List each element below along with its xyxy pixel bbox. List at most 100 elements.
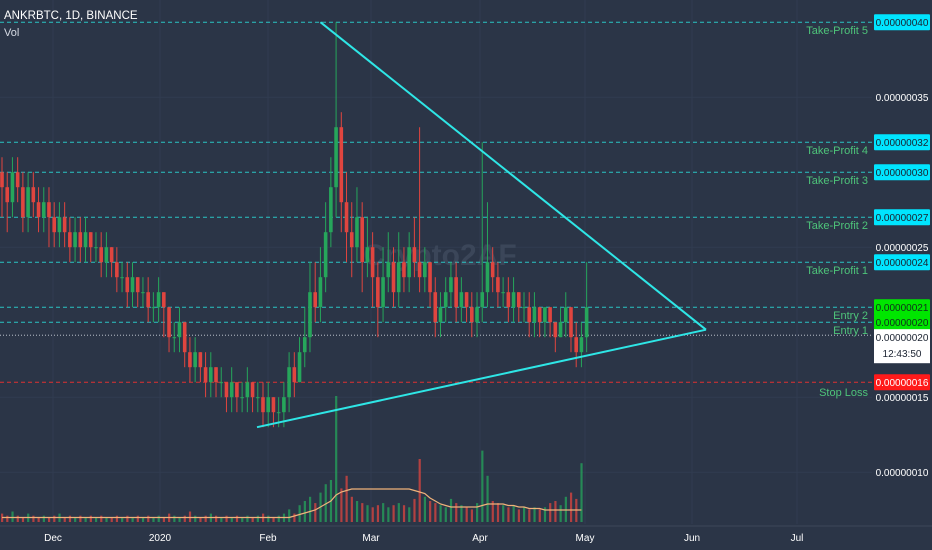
candle-body xyxy=(449,277,453,293)
volume-bar xyxy=(47,517,51,522)
candle-body xyxy=(47,202,51,218)
volume-bar xyxy=(486,475,489,522)
volume-bar xyxy=(272,517,275,522)
time-axis-bg xyxy=(0,526,932,550)
volume-bar xyxy=(371,507,374,522)
candle-body xyxy=(115,262,119,278)
price-tag-value: 0.00000020 xyxy=(876,318,929,329)
candle-body xyxy=(480,292,485,308)
candle-body xyxy=(412,247,417,263)
candle-body xyxy=(381,277,385,308)
volume-bar xyxy=(335,396,338,522)
volume-bar xyxy=(397,503,400,522)
volume-bar xyxy=(387,507,390,522)
candle-body xyxy=(386,262,391,278)
x-tick-label: May xyxy=(576,533,595,544)
candle-body xyxy=(245,382,250,398)
volume-bar xyxy=(345,475,348,522)
price-tag xyxy=(874,164,930,181)
volume-bar xyxy=(267,515,270,522)
candle-body xyxy=(297,352,302,383)
volume-bar xyxy=(569,492,573,522)
triangle-upper-line xyxy=(319,21,707,331)
volume-bar xyxy=(554,501,557,522)
volume-bar xyxy=(215,515,218,522)
time-axis[interactable]: Dec 2020 Feb Mar Apr May Jun Jul xyxy=(0,525,932,550)
volume-bar xyxy=(314,503,317,522)
candle-body xyxy=(553,322,558,338)
candle-body xyxy=(68,232,72,248)
candle-body xyxy=(558,322,563,338)
volume-bar xyxy=(559,505,562,522)
price-tag xyxy=(874,14,930,31)
volume-indicator-label[interactable]: Vol xyxy=(4,27,20,39)
candle-body xyxy=(355,217,359,248)
candle-body xyxy=(532,307,537,323)
volume-bar xyxy=(246,515,249,522)
triangle-pattern xyxy=(256,21,707,429)
price-tag-value: 0.00000024 xyxy=(876,258,929,269)
symbol-title[interactable]: ANKRBTC, 1D, BINANCE xyxy=(4,10,138,22)
volume-bar xyxy=(251,517,254,522)
price-tag-value: 0.00000030 xyxy=(876,168,929,179)
volume-bar xyxy=(507,507,510,522)
volume-bar xyxy=(188,511,192,522)
candle-body xyxy=(370,247,375,278)
candle-body xyxy=(203,367,208,383)
candle-body xyxy=(188,352,192,368)
price-tag xyxy=(874,134,930,151)
volume-bar xyxy=(449,498,453,522)
candle-body xyxy=(255,397,260,399)
volume-bar xyxy=(580,463,583,522)
candle-body xyxy=(41,202,46,218)
candle-body xyxy=(485,262,490,293)
volume-bar xyxy=(32,515,35,522)
volume-bar xyxy=(53,515,56,522)
volume-bar xyxy=(496,503,500,522)
volume-bar xyxy=(21,517,25,522)
candle-body xyxy=(537,307,542,323)
candle-body xyxy=(276,412,281,414)
candle-body xyxy=(271,397,276,413)
volume-bar xyxy=(115,515,119,522)
volume-bar xyxy=(413,498,416,522)
candle-body xyxy=(543,307,547,323)
candle-body xyxy=(349,232,354,248)
price-tag-value: 0.00000021 xyxy=(876,303,929,314)
candle-body xyxy=(5,187,10,203)
price-level-label: Take-Profit 2 xyxy=(806,220,868,232)
volume-bar xyxy=(183,515,186,522)
price-tag xyxy=(874,299,930,316)
volume-bar xyxy=(131,517,134,522)
volume-bar xyxy=(324,484,327,522)
volume-bar xyxy=(241,517,244,522)
volume-bar xyxy=(11,511,14,522)
price-level-label: Entry 2 xyxy=(833,310,868,322)
volume-bar xyxy=(79,515,82,522)
last-price-value: 0.00000020 xyxy=(876,333,929,344)
volume-bar xyxy=(408,507,411,522)
volume-bar xyxy=(549,503,552,522)
volume-bar xyxy=(303,501,306,522)
x-tick-label: Feb xyxy=(259,533,277,544)
volume-bar xyxy=(230,517,233,522)
x-tick-label: Jun xyxy=(684,533,700,544)
candle-body xyxy=(261,397,265,413)
candle-body xyxy=(125,277,130,293)
y-tick-label: 0.00000015 xyxy=(876,393,929,404)
candle-body xyxy=(266,397,271,413)
price-tag xyxy=(874,374,930,391)
volume-bars xyxy=(1,396,583,522)
price-tag xyxy=(874,254,930,271)
volume-bar xyxy=(502,505,505,522)
y-tick-label: 0.00000025 xyxy=(876,243,929,254)
candle-body xyxy=(433,292,438,323)
price-axis[interactable]: 0.00000040 0.00000032 0.00000030 0.00000027… xyxy=(874,14,930,479)
price-level-label: Entry 1 xyxy=(833,325,868,337)
volume-bar xyxy=(340,488,343,522)
volume-bar xyxy=(105,517,108,522)
candle-body xyxy=(198,352,203,368)
candle-body xyxy=(501,292,505,294)
volume-bar xyxy=(147,515,150,522)
